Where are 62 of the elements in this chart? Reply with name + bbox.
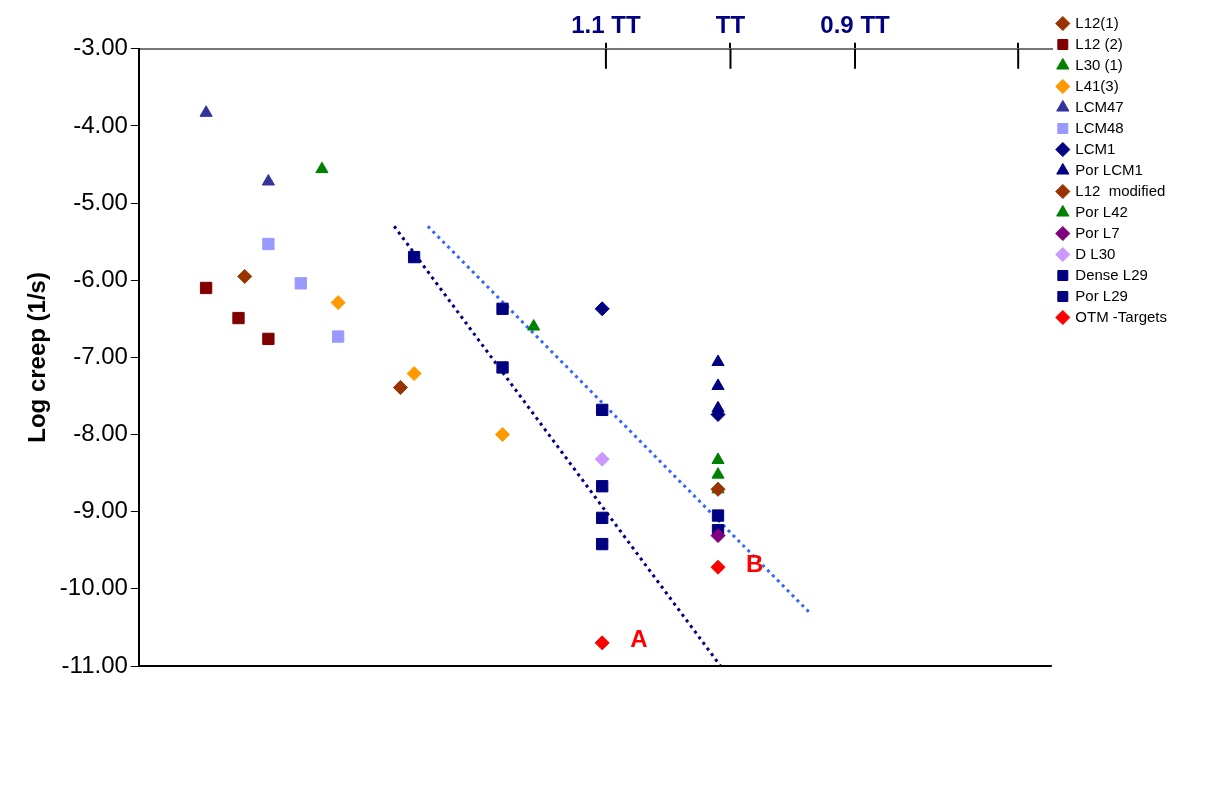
annotation: B [746,549,764,577]
point [496,361,509,374]
legend-label: L12(1) [1075,13,1119,31]
legend-label: OTM -Targets [1075,307,1168,325]
y-tick-label: -9.00 [73,496,128,524]
point [594,451,610,467]
point [261,174,275,186]
point [596,480,609,493]
legend-label: L41(3) [1075,76,1119,94]
legend-label: L12 (2) [1075,34,1123,52]
point [331,330,345,343]
annotation: A [630,625,648,653]
legend-label: L30 (1) [1075,55,1123,73]
legend-label: Por L42 [1075,202,1128,220]
y-tick-label: -6.00 [73,264,128,292]
legend-label: Por LCM1 [1075,160,1143,178]
y-tick-label: -8.00 [73,419,128,447]
x-tick-label: 1.1 TT [571,11,641,39]
y-tick-label: -11.00 [61,650,128,678]
point [711,467,725,479]
point [330,295,346,311]
legend-label: D L30 [1075,244,1116,262]
y-tick-label: -10.00 [59,573,128,601]
y-axis-title: Log creep (1/s) [23,272,51,443]
point [232,311,245,325]
point [406,366,422,382]
legend-label: L12 modified [1075,181,1166,199]
point [711,378,725,390]
point [237,268,253,284]
point [495,427,511,443]
point [199,105,213,117]
legend-label: Dense L29 [1075,265,1148,283]
legend-label: LCM47 [1075,97,1124,115]
point [496,302,509,315]
y-tick-label: -4.00 [73,110,128,138]
point [262,332,275,346]
legend-label: LCM48 [1075,118,1124,136]
y-tick-label: -5.00 [73,187,128,215]
x-tick-label: TT [715,11,746,39]
point [710,559,726,575]
y-tick-label: -3.00 [73,33,128,61]
legend-label: Por L7 [1075,223,1120,241]
point [596,511,609,525]
point [294,277,307,290]
point [711,354,725,367]
point [711,509,725,522]
point [199,281,213,295]
point [711,452,725,465]
point [596,403,609,417]
legend-label: Por L29 [1075,286,1128,304]
point [527,319,541,331]
point [594,635,610,651]
point [262,237,275,251]
point [315,161,329,174]
x-tick-label: 0.9 TT [820,11,891,39]
y-tick-label: -7.00 [73,342,128,370]
legend-label: LCM1 [1075,139,1116,157]
point [392,379,408,395]
point [596,537,609,551]
point [594,301,610,317]
point [407,250,421,264]
point [710,528,726,544]
